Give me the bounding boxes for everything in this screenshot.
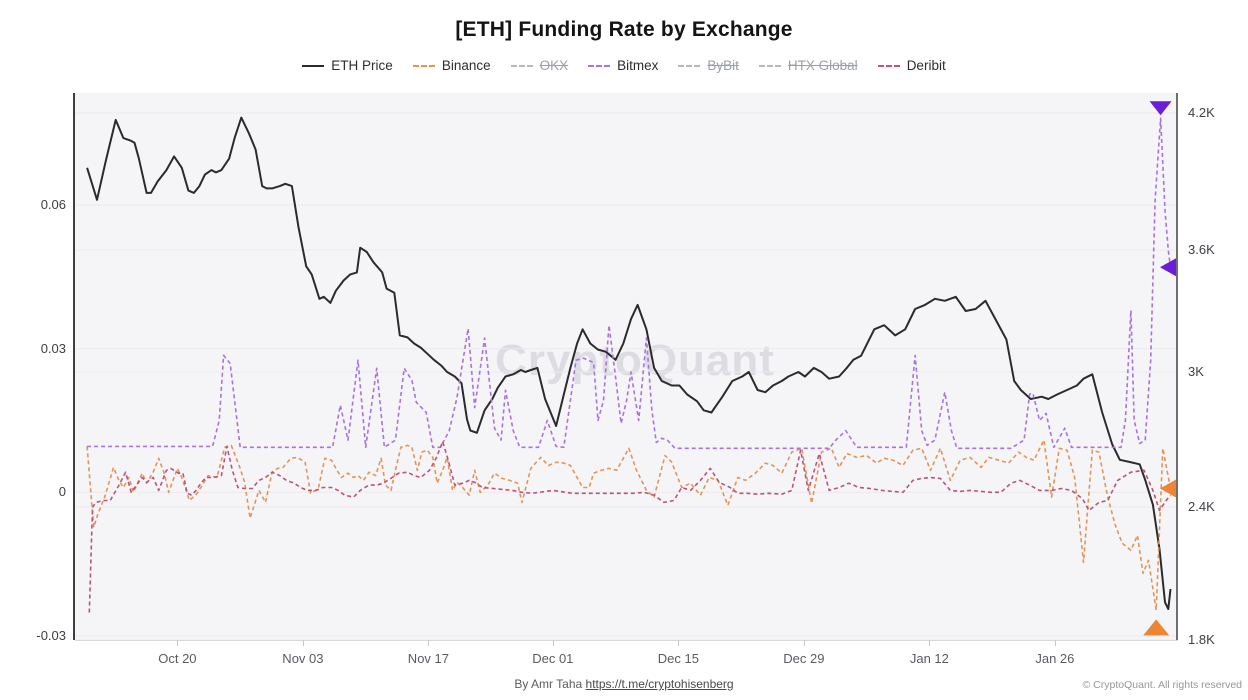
x-axis-tickmark	[803, 640, 805, 646]
right-axis-tick-3.6K: 3.6K	[1188, 242, 1215, 257]
chart-legend: ETH Price Binance OKX Bitmex ByBit HTX Global…	[0, 58, 1248, 73]
x-axis-tick-dec-01: Dec 01	[532, 651, 574, 666]
bitmex-line-swatch-icon	[588, 64, 611, 67]
right-axis-line	[1176, 93, 1178, 640]
cryptoquant-watermark: CryptoQuant	[495, 336, 775, 385]
legend-label: Binance	[441, 58, 491, 73]
left-axis-tick-0.03: 0.03	[40, 340, 66, 356]
x-axis-tickmark	[177, 640, 179, 646]
series-line-bitmex	[87, 117, 1172, 450]
binance-line-swatch-icon	[412, 64, 435, 67]
left-axis-line	[73, 93, 75, 640]
bottom-axis-line	[75, 640, 1178, 641]
x-axis-tick-dec-15: Dec 15	[657, 651, 699, 666]
legend-label: HTX Global	[787, 58, 858, 73]
x-axis-tick-jan-12: Jan 12	[909, 651, 949, 666]
right-axis-tick-4.2K: 4.2K	[1188, 105, 1215, 120]
legend-label: ByBit	[707, 58, 739, 73]
x-axis-tick-dec-29: Dec 29	[783, 651, 825, 666]
x-axis-tick-nov-17: Nov 17	[407, 651, 450, 666]
okx-line-swatch-icon	[510, 64, 533, 67]
x-axis-tickmark	[552, 640, 554, 646]
page-title: [ETH] Funding Rate by Exchange	[455, 18, 793, 41]
legend-item-okx[interactable]: OKX	[510, 58, 569, 73]
legend-item-bitmex[interactable]: Bitmex	[588, 58, 658, 73]
series-line-eth-price	[86, 116, 1172, 610]
eth-price-line-swatch-icon	[302, 64, 325, 67]
left-axis-tick-0: 0	[58, 484, 66, 500]
legend-item-htx-global[interactable]: HTX Global	[758, 58, 858, 73]
copyright-note: © CryptoQuant. All rights reserved	[1082, 679, 1242, 691]
deribit-line-swatch-icon	[877, 64, 900, 67]
legend-label: OKX	[539, 58, 569, 73]
legend-item-bybit[interactable]: ByBit	[678, 58, 739, 73]
legend-item-deribit[interactable]: Deribit	[877, 58, 946, 73]
right-axis-tick-2.4K: 2.4K	[1188, 499, 1215, 514]
x-axis-tickmark	[678, 640, 680, 646]
series-line-deribit	[88, 440, 1172, 613]
left-axis-tick-0.06: 0.06	[40, 197, 66, 212]
x-axis-tick-jan-26: Jan 26	[1035, 651, 1075, 666]
x-axis-tick-nov-03: Nov 03	[282, 651, 324, 666]
series-line-binance	[86, 439, 1172, 611]
x-axis-tick-oct-20: Oct 20	[158, 651, 197, 666]
x-axis-tickmark	[1054, 640, 1056, 646]
plot-area-background	[75, 93, 1176, 640]
legend-item-eth-price[interactable]: ETH Price	[302, 58, 393, 73]
telegram-link[interactable]: https://t.me/cryptohisenberg	[585, 677, 734, 691]
legend-label: Deribit	[906, 58, 946, 73]
x-axis-tickmark	[302, 640, 304, 646]
bitmex-left-triangle-icon	[1160, 258, 1176, 277]
legend-item-binance[interactable]: Binance	[412, 58, 491, 73]
chart-canvas	[75, 101, 1176, 640]
left-axis-tick--0.03: -0.03	[36, 628, 66, 643]
bitmex-down-triangle-icon	[1149, 101, 1172, 116]
legend-label: ETH Price	[331, 58, 393, 73]
byline: By Amr Taha https://t.me/cryptohisenberg	[0, 677, 1248, 691]
x-axis-tickmark	[929, 640, 931, 646]
right-axis-tick-1.8K: 1.8K	[1188, 632, 1215, 647]
binance-left-triangle-icon	[1160, 479, 1176, 498]
byline-prefix: By Amr Taha	[514, 677, 586, 691]
x-axis-tickmark	[428, 640, 430, 646]
bybit-line-swatch-icon	[678, 64, 701, 67]
legend-label: Bitmex	[617, 58, 659, 73]
binance-up-triangle-icon	[1143, 619, 1170, 636]
right-axis-tick-3K: 3K	[1188, 364, 1204, 379]
htx-global-line-swatch-icon	[758, 64, 781, 67]
